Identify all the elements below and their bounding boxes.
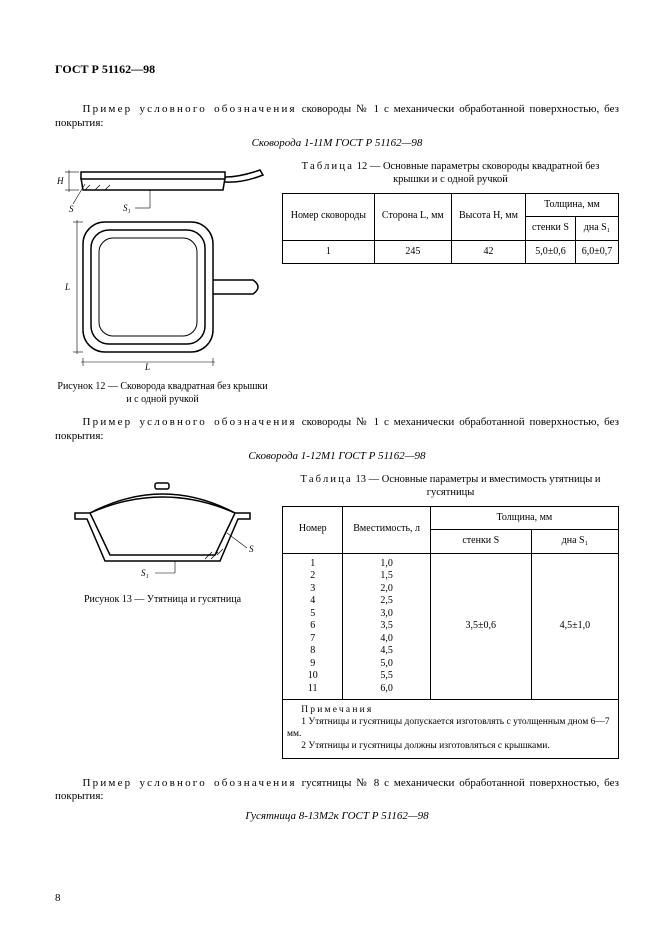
t12-h2: Сторона L, мм — [374, 193, 451, 240]
figure-12-caption: Рисунок 12 — Сковорода квадратная без кр… — [55, 381, 270, 406]
t12-h1: Номер сковороды — [283, 193, 375, 240]
designation-2: Сковорода 1-12М1 ГОСТ Р 51162—98 — [55, 450, 619, 464]
note-2: 2 Утятницы и гусятницы должны изготовлят… — [287, 741, 614, 753]
figure-13: S S₁ — [55, 473, 270, 583]
table-13-caption: Таблица 13 — Основные параметры и вмести… — [282, 473, 619, 499]
t12-c2: 245 — [374, 240, 451, 264]
dim-Sa: S — [69, 204, 74, 214]
tbl12-lbl: Таблица — [302, 161, 354, 172]
t13-s: 3,5±0,6 — [430, 553, 531, 700]
dim-Lv: L — [64, 282, 70, 292]
t13-h1: Номер — [283, 506, 343, 553]
t13-h3a: стенки S — [430, 530, 531, 554]
t12-c4a: 5,0±0,6 — [526, 240, 576, 264]
table-row: 1 245 42 5,0±0,6 6,0±0,7 — [283, 240, 619, 264]
t13-s1: 4,5±1,0 — [531, 553, 618, 700]
figure-13-caption: Рисунок 13 — Утятница и гусятница — [55, 594, 270, 607]
t12-h4a: стенки S — [526, 217, 576, 241]
standard-header: ГОСТ Р 51162—98 — [55, 62, 619, 77]
notes-lbl: Примечания — [301, 705, 373, 715]
t13-h3b: дна S₁ — [531, 530, 618, 554]
t12-c3: 42 — [451, 240, 525, 264]
table-12-caption: Таблица 12 — Основные параметры сковород… — [282, 160, 619, 186]
t12-h3: Высота H, мм — [451, 193, 525, 240]
para-1: Пример условного обозначения сковороды №… — [55, 103, 619, 131]
t13-vals: 1,01,52,02,53,03,54,04,55,05,56,0 — [347, 558, 425, 696]
note-1: 1 Утятницы и гусятницы допускается изгот… — [287, 717, 614, 741]
t12-h4g: Толщина, мм — [526, 193, 619, 217]
spaced-label-2: Пример условного обозначения — [83, 416, 297, 428]
dim-Sb: S — [249, 544, 254, 554]
tbl13-rest: 13 — Основные параметры и вместимость ут… — [353, 474, 601, 498]
t12-c1: 1 — [283, 240, 375, 264]
para-2: Пример условного обозначения сковороды №… — [55, 416, 619, 444]
dim-H: H — [56, 176, 64, 186]
t13-h3g: Толщина, мм — [430, 506, 618, 530]
spaced-label-1: Пример условного обозначения — [83, 103, 297, 115]
designation-1: Сковорода 1-11М ГОСТ Р 51162—98 — [55, 137, 619, 151]
designation-3: Гусятница 8-13М2к ГОСТ Р 51162—98 — [55, 810, 619, 824]
table-13: Номер Вместимость, л Толщина, мм стенки … — [282, 506, 619, 759]
t12-c4b: 6,0±0,7 — [575, 240, 618, 264]
spaced-label-3: Пример условного обозначения — [83, 777, 297, 789]
page-number: 8 — [55, 892, 61, 906]
dim-S1b: S₁ — [141, 568, 149, 578]
figure-12: H S₁ S — [55, 160, 270, 370]
tbl13-lbl: Таблица — [300, 474, 352, 485]
dim-Lh: L — [144, 362, 150, 370]
dim-S1a: S₁ — [123, 203, 131, 213]
tbl12-rest: 12 — Основные параметры сковороды квадра… — [354, 161, 599, 185]
para-3: Пример условного обозначения гусятницы №… — [55, 777, 619, 805]
t13-h2: Вместимость, л — [343, 506, 430, 553]
t12-h4b: дна S₁ — [575, 217, 618, 241]
table-12: Номер сковороды Сторона L, мм Высота H, … — [282, 193, 619, 265]
t13-notes: Примечания 1 Утятницы и гусятницы допуск… — [283, 700, 619, 759]
t13-nums: 1234567891011 — [287, 558, 338, 696]
table-row: 1234567891011 1,01,52,02,53,03,54,04,55,… — [283, 553, 619, 700]
